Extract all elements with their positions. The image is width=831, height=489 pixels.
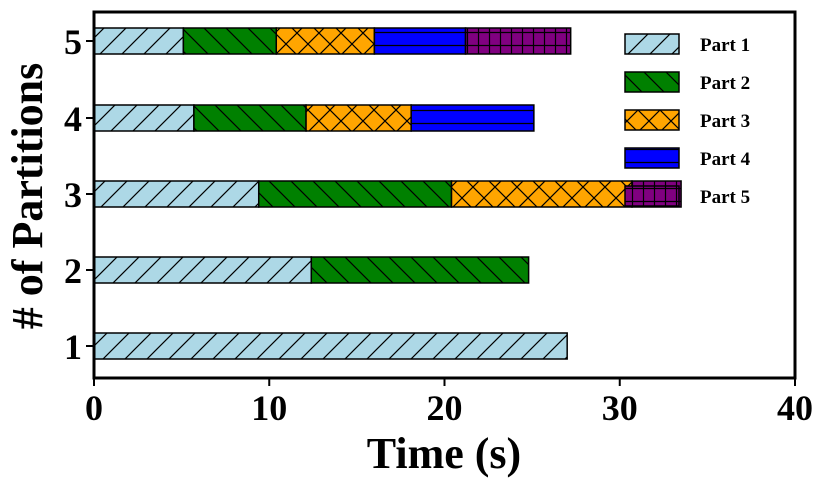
bar-segment [410,104,535,132]
y-tick-label: 4 [64,99,82,139]
legend-swatch [624,33,680,55]
legend-item: Part 5 [624,185,750,208]
legend-swatch [624,147,680,169]
x-tick-label: 30 [602,388,638,428]
legend-label: Part 3 [700,111,750,132]
bar-hatch [93,332,568,360]
bar-hatch [93,104,195,132]
bar-hatch [310,256,530,284]
bar-hatch [93,180,260,208]
legend-item: Part 1 [624,33,750,56]
legend-item: Part 3 [624,109,750,132]
x-tick-label: 20 [427,388,463,428]
bar-segment [275,27,376,55]
bar-segment [193,104,307,132]
x-tick-label: 10 [251,388,287,428]
bar-segment [450,180,633,208]
legend: Part 1 Part 2 Part 3 Part 4 Part 5 [624,33,751,208]
legend-swatch [624,185,680,207]
bar-segment [305,104,412,132]
bar-segment [373,27,467,55]
bar-hatch [373,27,467,55]
y-tick-label: 1 [64,327,82,367]
bar-hatch [257,180,453,208]
bars-layer [93,27,682,360]
bar-segment [257,180,453,208]
bar-segment [93,27,185,55]
bar-segment [93,180,260,208]
legend-item: Part 2 [624,71,750,94]
legend-label: Part 2 [700,73,750,94]
bar-segment [93,104,195,132]
plot-frame [92,10,797,380]
x-tick-label: 0 [85,388,103,428]
bar-hatch [410,104,535,132]
y-tick-label: 2 [64,251,82,291]
ticks-layer: 0 10 20 30 40 1 2 3 4 5 [64,22,813,428]
bar-hatch [193,104,307,132]
bar-segment [310,256,530,284]
bar-hatch [464,27,572,55]
bar-hatch [93,256,313,284]
bar-hatch [182,27,278,55]
bar-segment [464,27,572,55]
legend-label: Part 1 [700,35,750,56]
legend-item: Part 4 [624,147,751,170]
y-axis-label: # of Partitions [3,63,52,329]
bar-segment [93,332,568,360]
y-tick-label: 3 [64,175,82,215]
x-tick-label: 40 [777,388,813,428]
legend-swatch [624,109,680,131]
bar-hatch [275,27,376,55]
bar-hatch [93,27,185,55]
legend-label: Part 5 [700,187,750,208]
x-axis-label: Time (s) [367,429,521,478]
bar-segment [182,27,278,55]
bar-hatch [450,180,633,208]
legend-label: Part 4 [700,149,751,170]
legend-swatch [624,71,680,93]
bar-hatch [305,104,412,132]
bar-segment [93,256,313,284]
y-tick-label: 5 [64,22,82,62]
